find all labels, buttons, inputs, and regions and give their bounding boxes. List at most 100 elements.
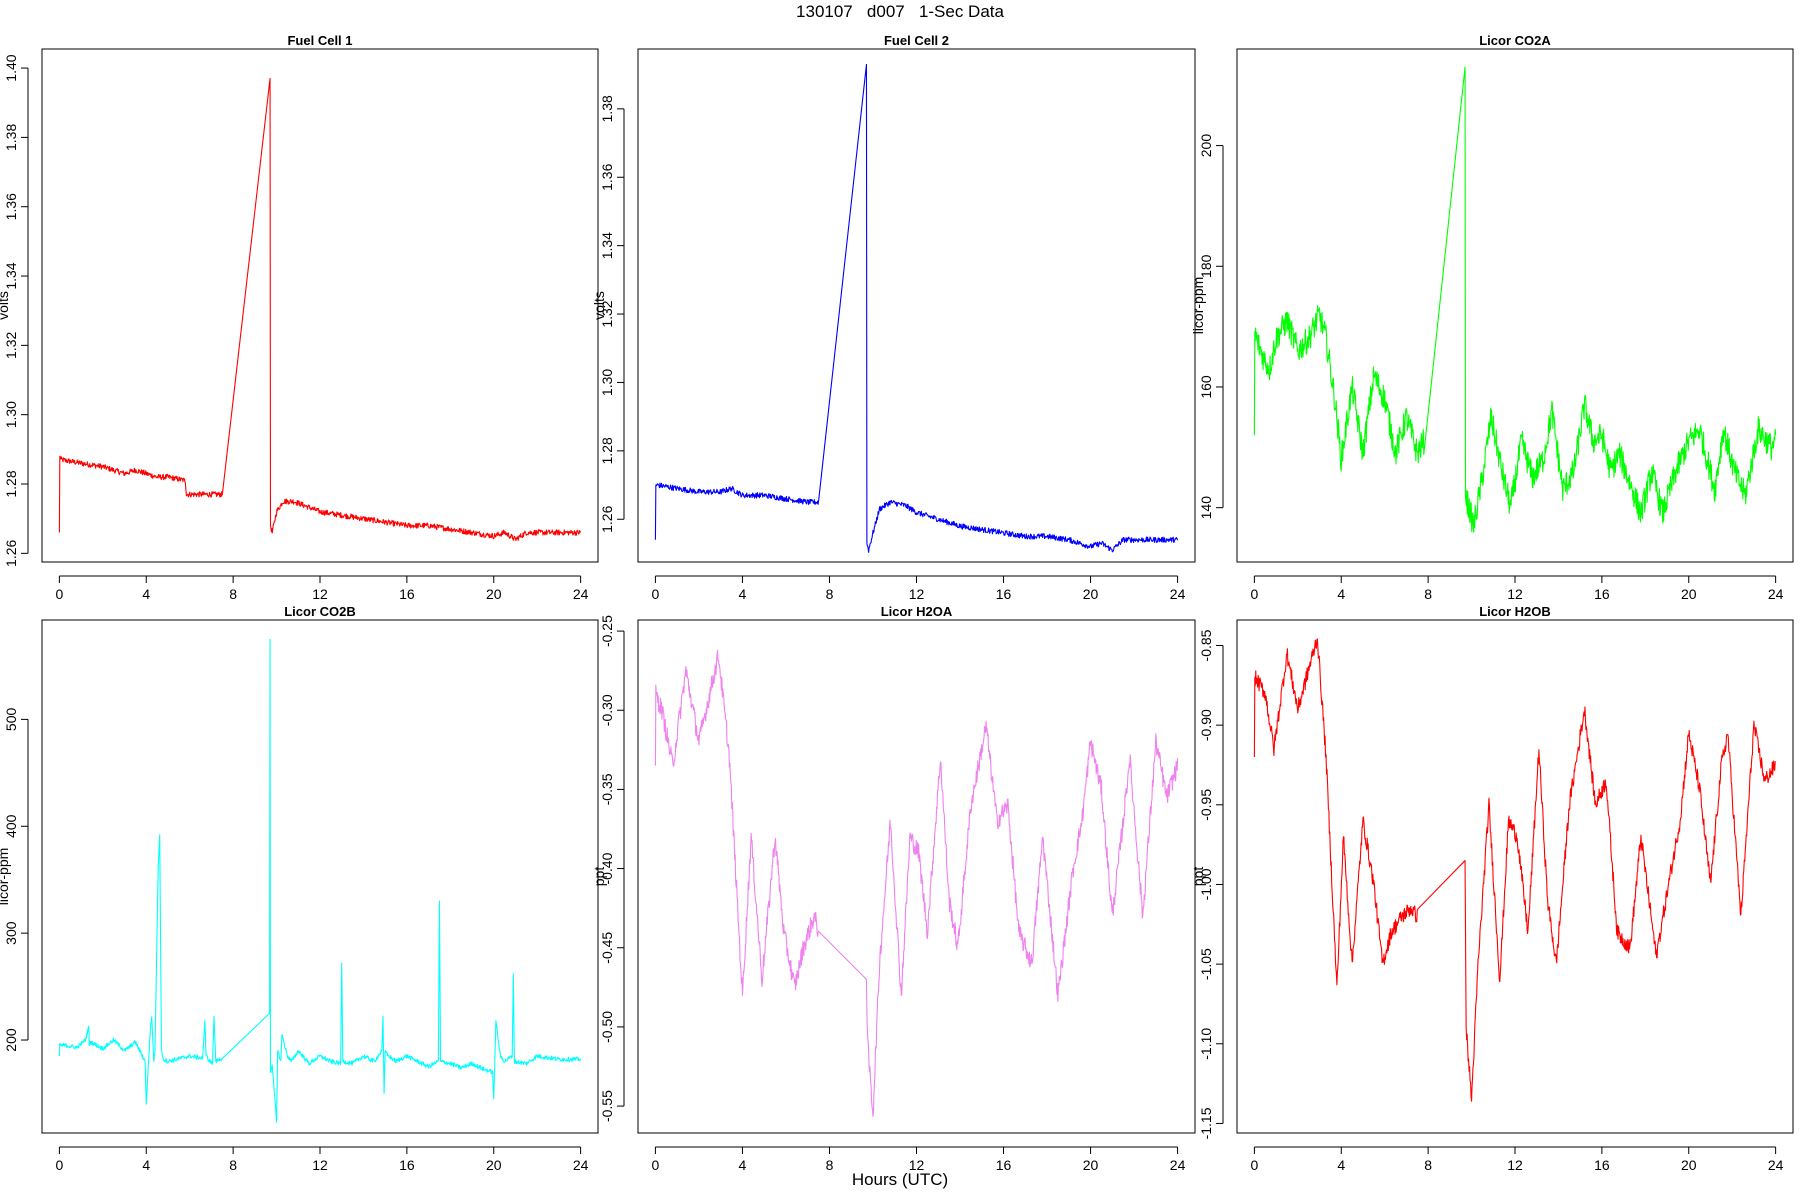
y-axis-label: licor-ppm xyxy=(1190,277,1206,335)
x-tick-label: 4 xyxy=(142,586,150,602)
panel-title: Fuel Cell 1 xyxy=(287,33,352,48)
plot-frame xyxy=(637,619,1196,1134)
panel-title: Licor CO2B xyxy=(284,604,356,619)
x-tick-label: 20 xyxy=(1083,1157,1099,1173)
x-tick-label: 20 xyxy=(486,1157,502,1173)
x-tick-label: 16 xyxy=(399,1157,415,1173)
y-tick-label: 1.28 xyxy=(599,437,615,464)
x-tick-label: 20 xyxy=(486,586,502,602)
y-tick-label: -0.30 xyxy=(599,694,615,726)
x-tick-label: 12 xyxy=(909,1157,925,1173)
chart-panel: Fuel Cell 1 0 4 8 12 16 20 24 1.26 1.28 1.30 1.32 1.… xyxy=(0,33,599,602)
y-tick-label: 160 xyxy=(1198,375,1214,399)
x-tick-label: 4 xyxy=(1337,586,1345,602)
y-tick-label: 1.34 xyxy=(599,232,615,259)
y-tick-label: -0.50 xyxy=(599,1011,615,1043)
y-axis-label: licor-ppm xyxy=(0,848,11,906)
data-series-line xyxy=(654,63,1179,553)
data-series-line xyxy=(1253,638,1777,1102)
data-series-line xyxy=(58,638,582,1123)
y-tick-label: -0.55 xyxy=(599,1090,615,1122)
x-tick-label: 4 xyxy=(142,1157,150,1173)
x-tick-label: 24 xyxy=(1768,586,1784,602)
y-tick-label: -1.10 xyxy=(1198,1028,1214,1060)
x-tick-label: 4 xyxy=(1337,1157,1345,1173)
panel-title: Licor H2OB xyxy=(1479,604,1551,619)
x-tick-label: 24 xyxy=(1170,586,1186,602)
x-tick-label: 8 xyxy=(1424,586,1432,602)
data-series-line xyxy=(1253,66,1777,533)
y-tick-label: 200 xyxy=(3,1028,19,1052)
y-axis-label: volts xyxy=(0,291,11,320)
x-tick-label: 8 xyxy=(229,1157,237,1173)
x-tick-label: 16 xyxy=(1594,1157,1610,1173)
x-tick-label: 16 xyxy=(399,586,415,602)
y-tick-label: 1.26 xyxy=(3,539,19,566)
page-title: 130107 d007 1-Sec Data xyxy=(796,2,1004,21)
x-tick-label: 8 xyxy=(826,1157,834,1173)
x-tick-label: 12 xyxy=(909,586,925,602)
y-tick-label: 1.38 xyxy=(599,95,615,122)
x-tick-label: 20 xyxy=(1681,1157,1697,1173)
x-axis-label: Hours (UTC) xyxy=(851,1170,949,1189)
y-tick-label: -1.05 xyxy=(1198,948,1214,980)
y-tick-label: 1.32 xyxy=(3,332,19,359)
x-tick-label: 20 xyxy=(1681,586,1697,602)
data-series-line xyxy=(58,77,582,542)
y-tick-label: -1.15 xyxy=(1198,1107,1214,1139)
chart-panel: Licor CO2B 0 4 8 12 16 20 24 200 300 400 500 licor-p… xyxy=(0,604,599,1173)
y-tick-label: 1.30 xyxy=(3,401,19,428)
x-tick-label: 20 xyxy=(1083,586,1099,602)
chart-panel: Licor H2OA 0 4 8 12 16 20 24 -0.55 -0.50 -0.45 -0.4… xyxy=(591,604,1196,1173)
y-tick-label: 400 xyxy=(3,814,19,838)
y-tick-label: 1.36 xyxy=(599,163,615,190)
plot-frame xyxy=(41,619,599,1134)
x-tick-label: 0 xyxy=(55,586,63,602)
x-tick-label: 16 xyxy=(996,586,1012,602)
x-tick-label: 4 xyxy=(739,586,747,602)
y-tick-label: -0.35 xyxy=(599,773,615,805)
x-tick-label: 0 xyxy=(652,1157,660,1173)
x-tick-label: 12 xyxy=(1507,1157,1523,1173)
plot-frame xyxy=(41,48,599,563)
y-tick-label: -1.00 xyxy=(1198,868,1214,900)
y-axis-label: volts xyxy=(591,291,607,320)
panel-title: Licor CO2A xyxy=(1479,33,1551,48)
x-tick-label: 4 xyxy=(739,1157,747,1173)
y-axis-label: ppt xyxy=(1190,867,1206,887)
chart-panel: Fuel Cell 2 0 4 8 12 16 20 24 1.26 1.28 1.30 1.32 1.… xyxy=(591,33,1196,602)
y-tick-label: 1.38 xyxy=(3,124,19,151)
panel-title: Fuel Cell 2 xyxy=(884,33,949,48)
y-tick-label: 1.30 xyxy=(599,369,615,396)
x-tick-label: 0 xyxy=(1250,586,1258,602)
y-tick-label: 1.40 xyxy=(3,54,19,81)
y-tick-label: -0.25 xyxy=(599,615,615,647)
y-tick-label: 500 xyxy=(3,708,19,732)
plot-frame xyxy=(637,48,1196,563)
x-tick-label: 24 xyxy=(573,1157,589,1173)
x-tick-label: 0 xyxy=(652,586,660,602)
y-tick-label: -0.40 xyxy=(599,852,615,884)
y-tick-label: 140 xyxy=(1198,496,1214,520)
x-tick-label: 24 xyxy=(573,586,589,602)
y-tick-label: 1.26 xyxy=(599,505,615,532)
y-tick-label: 200 xyxy=(1198,134,1214,158)
x-tick-label: 12 xyxy=(312,1157,328,1173)
plot-frame xyxy=(1236,619,1794,1134)
y-tick-label: 180 xyxy=(1198,254,1214,278)
x-tick-label: 16 xyxy=(996,1157,1012,1173)
y-tick-label: -0.45 xyxy=(599,932,615,964)
chart-panel: Licor CO2A 0 4 8 12 16 20 24 140 160 180 200 licor-p… xyxy=(1190,33,1794,602)
x-tick-label: 8 xyxy=(229,586,237,602)
y-tick-label: -0.95 xyxy=(1198,789,1214,821)
y-tick-label: 1.32 xyxy=(599,300,615,327)
y-axis-label: ppt xyxy=(591,867,607,887)
x-tick-label: 12 xyxy=(1507,586,1523,602)
x-tick-label: 24 xyxy=(1768,1157,1784,1173)
x-tick-label: 24 xyxy=(1170,1157,1186,1173)
x-tick-label: 8 xyxy=(1424,1157,1432,1173)
chart-panel: Licor H2OB 0 4 8 12 16 20 24 -1.15 -1.10 -1.05 -1.0… xyxy=(1190,604,1794,1173)
x-tick-label: 0 xyxy=(55,1157,63,1173)
x-tick-label: 0 xyxy=(1250,1157,1258,1173)
